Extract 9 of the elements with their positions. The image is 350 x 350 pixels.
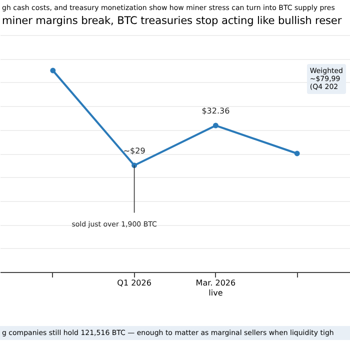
chart-title: miner margins break, BTC treasuries stop acting like bullish reser bbox=[2, 15, 343, 27]
point bbox=[212, 122, 218, 128]
x-tick-label: Q1 2026 bbox=[117, 278, 152, 288]
point bbox=[294, 150, 300, 156]
point bbox=[132, 162, 138, 168]
data-label: $32.36 bbox=[202, 106, 230, 116]
x-tick-label: Mar. 2026 live bbox=[196, 278, 236, 298]
point bbox=[50, 68, 56, 74]
data-label: ~$29 bbox=[123, 146, 146, 156]
